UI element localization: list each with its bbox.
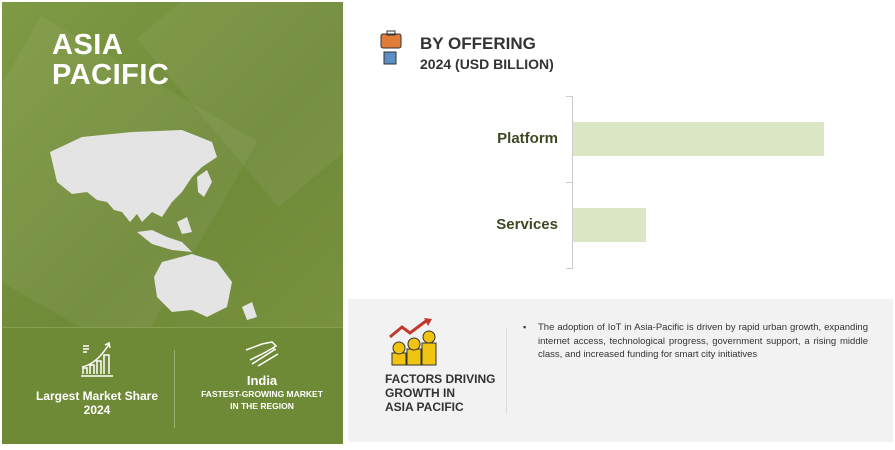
bar-chart-growth-icon <box>81 341 113 377</box>
fastest-growing-label-2: IN THE REGION <box>230 401 294 411</box>
axis-tick <box>566 268 573 269</box>
asia-pacific-map <box>50 130 257 320</box>
fastest-growing-stat: India FASTEST-GROWING MARKET IN THE REGI… <box>182 340 342 412</box>
chart-subtitle: 2024 (USD BILLION) <box>420 56 554 72</box>
bar-services <box>573 208 646 242</box>
rocket-arrows-icon <box>245 341 279 367</box>
factors-title-line1: FACTORS DRIVING <box>385 372 496 386</box>
factors-title: FACTORS DRIVING GROWTH IN ASIA PACIFIC <box>385 372 495 414</box>
factors-title-line3: ASIA PACIFIC <box>385 400 464 414</box>
bar-platform <box>573 122 824 156</box>
axis-tick <box>566 182 573 183</box>
category-label: Platform <box>497 130 558 147</box>
factors-panel: FACTORS DRIVING GROWTH IN ASIA PACIFIC T… <box>348 299 893 442</box>
divider <box>174 350 175 428</box>
region-title: ASIA PACIFIC <box>52 30 169 90</box>
fastest-growing-country: India <box>246 373 278 388</box>
chart-title: BY OFFERING <box>420 34 536 53</box>
factor-bullet: The adoption of IoT in Asia-Pacific is d… <box>523 321 868 362</box>
fastest-growing-label-1: FASTEST-GROWING MARKET <box>201 389 323 399</box>
region-panel: ASIA PACIFIC Largest Market Share 2024 I… <box>2 2 343 444</box>
largest-share-stat: Largest Market Share 2024 <box>22 340 172 417</box>
briefcase-hand-icon <box>380 30 402 65</box>
region-title-line1: ASIA <box>52 29 124 61</box>
region-title-line2: PACIFIC <box>52 59 170 91</box>
divider <box>506 327 507 414</box>
stats-bar: Largest Market Share 2024 India FASTEST-… <box>2 327 343 444</box>
axis-tick <box>566 96 573 97</box>
category-label: Services <box>496 216 558 233</box>
chart-heading: BY OFFERING 2024 (USD BILLION) <box>420 34 554 74</box>
money-growth-icon <box>389 318 437 366</box>
largest-share-label: Largest Market Share 2024 <box>35 389 159 417</box>
factors-title-line2: GROWTH IN <box>385 386 455 400</box>
